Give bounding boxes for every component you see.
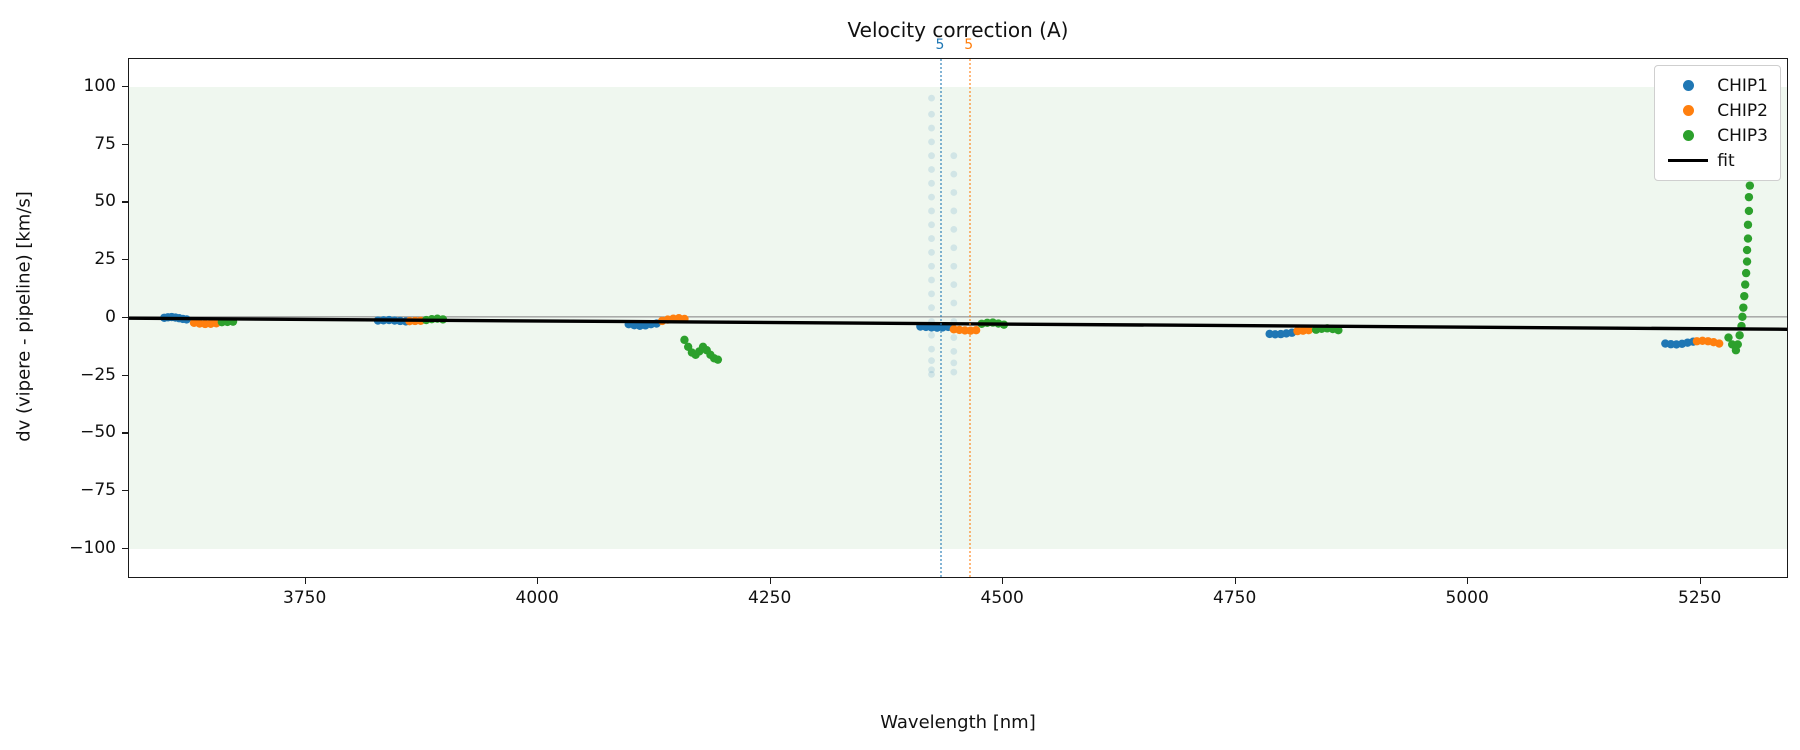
swatch xyxy=(1682,105,1694,116)
legend-item-fit[interactable]: fit xyxy=(1665,148,1768,173)
y-tick-mark xyxy=(122,490,128,492)
legend-label: CHIP1 xyxy=(1717,75,1768,96)
swatch xyxy=(1682,130,1694,141)
legend-dot-swatch xyxy=(1665,130,1711,141)
y-tick-label: 75 xyxy=(94,133,116,154)
fit-line xyxy=(129,316,1787,331)
y-tick-label: 50 xyxy=(94,191,116,212)
y-tick-mark xyxy=(122,316,128,319)
y-tick-label: −75 xyxy=(80,480,116,501)
legend-item-chip1[interactable]: CHIP1 xyxy=(1665,73,1768,98)
legend-label: CHIP2 xyxy=(1717,100,1768,121)
x-tick-mark xyxy=(1467,578,1469,584)
x-tick-label: 4000 xyxy=(515,588,559,608)
y-tick-label: 0 xyxy=(105,306,116,327)
wavelength-marker-label: 5 xyxy=(935,37,945,53)
x-tick-mark xyxy=(304,578,306,584)
wavelength-marker-line xyxy=(939,59,942,577)
y-tick-mark xyxy=(122,374,128,376)
wavelength-marker-label: 5 xyxy=(964,37,974,53)
x-tick-mark xyxy=(537,578,539,584)
y-tick-label: −100 xyxy=(69,537,116,558)
x-tick-label: 5000 xyxy=(1445,588,1489,608)
y-tick-label: 25 xyxy=(94,249,116,270)
legend-label: CHIP3 xyxy=(1717,125,1768,146)
y-axis-label: dv (vipere - pipeline) [km/s] xyxy=(13,191,35,442)
y-tick-label: 100 xyxy=(83,75,116,96)
x-tick-mark xyxy=(769,578,771,584)
swatch xyxy=(1682,80,1694,91)
series-chip1 xyxy=(160,312,1698,349)
swatch xyxy=(1668,159,1709,162)
legend-line-swatch xyxy=(1665,159,1711,162)
x-tick-label: 5250 xyxy=(1678,588,1722,608)
legend-dot-swatch xyxy=(1665,80,1711,91)
y-tick-mark xyxy=(122,432,128,434)
y-tick-mark xyxy=(122,547,128,550)
y-tick-label: −25 xyxy=(80,364,116,385)
x-axis-label: Wavelength [nm] xyxy=(880,712,1036,733)
y-tick-mark xyxy=(122,259,128,261)
x-tick-label: 4500 xyxy=(980,588,1024,608)
wavelength-marker-line xyxy=(968,59,971,577)
legend-dot-swatch xyxy=(1665,105,1711,116)
x-tick-mark xyxy=(1699,578,1701,584)
legend-item-chip2[interactable]: CHIP2 xyxy=(1665,98,1768,123)
plot-graphics xyxy=(129,94,1787,378)
faint-scatter-column xyxy=(950,152,958,376)
legend-item-chip3[interactable]: CHIP3 xyxy=(1665,123,1768,148)
legend[interactable]: CHIP1 CHIP2 CHIP3 fit xyxy=(1654,65,1781,181)
x-tick-mark xyxy=(1002,578,1004,584)
y-tick-mark xyxy=(122,201,128,203)
y-tick-mark xyxy=(122,85,128,88)
series-chip3 xyxy=(217,181,1755,364)
legend-label: fit xyxy=(1717,150,1735,171)
plot-area: 5 5 CHIP1 CHIP2 CHIP3 fit xyxy=(128,37,1788,578)
faint-scatter-column xyxy=(928,94,935,378)
x-tick-label: 3750 xyxy=(283,588,327,608)
chart-title: Velocity correction (A) xyxy=(847,18,1069,42)
y-tick-label: −50 xyxy=(80,422,116,443)
x-tick-label: 4250 xyxy=(748,588,792,608)
y-tick-mark xyxy=(122,143,128,145)
x-tick-mark xyxy=(1234,578,1236,584)
x-tick-label: 4750 xyxy=(1213,588,1257,608)
